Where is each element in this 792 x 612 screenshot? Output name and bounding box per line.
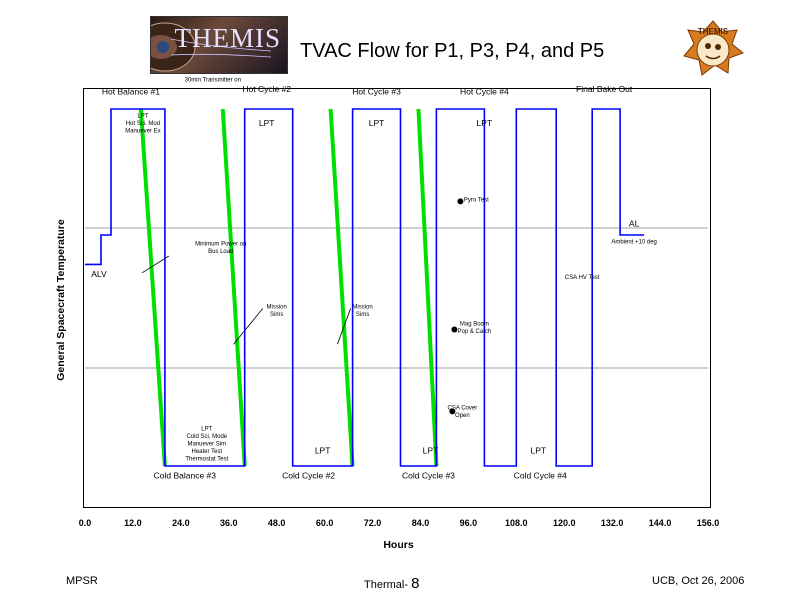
annotation-line: Thermostat Test: [185, 456, 228, 462]
phase-label: Cold Balance #3: [154, 471, 217, 481]
annotation-line: Ambient +10 deg: [611, 239, 657, 245]
phase-label: ALV: [91, 269, 107, 279]
annotation-line: Heater Test: [192, 449, 223, 455]
pointer-line-1: [141, 255, 170, 274]
phase-label: Final Bake Out: [576, 84, 633, 94]
transition-line-1: [138, 108, 167, 467]
annotation-line: LPT: [137, 113, 148, 119]
x-tick-label: 144.0: [649, 518, 672, 528]
event-marker-3: [449, 408, 456, 415]
annotation-line: Bus Load: [208, 249, 233, 255]
annotation-text: CSA Cover Open: [448, 405, 478, 419]
x-tick-label: 132.0: [601, 518, 624, 528]
footer-organization: MPSR: [66, 575, 98, 587]
footer-date: UCB, Oct 26, 2006: [652, 575, 745, 587]
annotation-line: Manuever Ex: [125, 128, 160, 134]
transition-line-3: [328, 108, 355, 467]
annotation-line: Open: [455, 413, 470, 419]
annotation-line: Sims: [270, 312, 283, 318]
phase-label: LPT: [530, 445, 546, 455]
page-title: TVAC Flow for P1, P3, P4, and P5: [300, 40, 605, 62]
annotation-line: Mission: [267, 305, 287, 311]
annotation-line: Pop & Catch: [458, 329, 492, 335]
annotation-text: Minimum Power on Bus Load: [195, 242, 246, 256]
annotation-text: Mission Sims: [352, 305, 372, 319]
x-tick-label: 120.0: [553, 518, 576, 528]
x-tick-label: 24.0: [172, 518, 190, 528]
annotation-text: LPT Cold Sci. Mode Manuever Sim Heater Test…: [185, 426, 228, 462]
phase-label: LPT: [315, 445, 331, 455]
themis-badge-icon: THEMIS: [683, 20, 744, 76]
phase-label: Hot Balance #1: [102, 86, 160, 96]
x-tick-label: 84.0: [412, 518, 430, 528]
annotation-text: Mission Sims: [267, 305, 287, 319]
annotation-line: Minimum Power on: [195, 242, 246, 248]
y-axis-label: General Spacecraft Temperature: [55, 219, 67, 381]
annotation-line: CSA Cover: [448, 405, 478, 411]
phase-label: Cold Cycle #2: [282, 471, 335, 481]
x-tick-label: 36.0: [220, 518, 238, 528]
annotation-text: Ambient +10 deg: [611, 239, 657, 245]
phase-label: LPT: [423, 445, 439, 455]
x-tick-label: 108.0: [505, 518, 528, 528]
annotation-line: Pyro Test: [464, 197, 489, 203]
phase-label: Cold Cycle #4: [514, 471, 567, 481]
phase-label: Cold Cycle #3: [402, 471, 455, 481]
event-marker-2: [451, 326, 458, 333]
phase-label: LPT: [369, 118, 385, 128]
annotation-line: 30min Transmitter on: [185, 78, 241, 84]
footer-thermal-label: Thermal-: [364, 579, 409, 591]
x-tick-label: 48.0: [268, 518, 286, 528]
x-axis-label: Hours: [383, 539, 413, 551]
phase-label: LPT: [259, 118, 275, 128]
annotation-line: Mag Boom: [460, 321, 489, 327]
x-tick-label: 0.0: [79, 518, 92, 528]
annotation-line: CSA HV Test: [565, 275, 600, 281]
phase-label: LPT: [477, 118, 493, 128]
planet-graphic: [151, 22, 272, 72]
footer-slide-label: Thermal- 8: [364, 575, 419, 592]
annotation-text: LPT Hot Sci. Mod Manuever Ex: [125, 113, 160, 134]
annotation-line: LPT: [201, 426, 212, 432]
annotation-text: CSA HV Test: [565, 275, 600, 281]
logo-text: THEMIS: [174, 23, 281, 53]
phase-label: AL: [629, 219, 640, 229]
x-tick-label: 60.0: [316, 518, 334, 528]
phase-label: Hot Cycle #3: [352, 86, 401, 96]
annotation-text: 30min Transmitter on: [185, 78, 241, 84]
annotation-line: Manuever Sim: [187, 441, 226, 447]
pointer-line-2: [233, 308, 264, 345]
annotation-text: Mag Boom Pop & Catch: [458, 321, 492, 335]
pointer-line-3: [337, 308, 351, 345]
transition-line-4: [416, 108, 439, 467]
transition-line-2: [220, 108, 247, 467]
annotation-line: Hot Sci. Mod: [126, 121, 160, 127]
badge-text: THEMIS: [698, 27, 729, 36]
annotation-line: Mission: [352, 305, 372, 311]
x-tick-label: 72.0: [364, 518, 382, 528]
annotation-line: Sims: [356, 312, 369, 318]
x-tick-label: 156.0: [697, 518, 720, 528]
phase-label: Hot Cycle #4: [460, 86, 509, 96]
phase-label: Hot Cycle #2: [242, 84, 291, 94]
annotation-line: Cold Sci. Mode: [186, 434, 227, 440]
themis-logo: THEMIS: [150, 16, 288, 74]
annotation-text: Pyro Test: [464, 197, 489, 203]
temperature-profile-line: [85, 108, 645, 467]
event-marker-1: [457, 198, 464, 205]
x-tick-label: 96.0: [460, 518, 478, 528]
slide-number: 8: [411, 575, 420, 592]
x-tick-label: 12.0: [124, 518, 142, 528]
